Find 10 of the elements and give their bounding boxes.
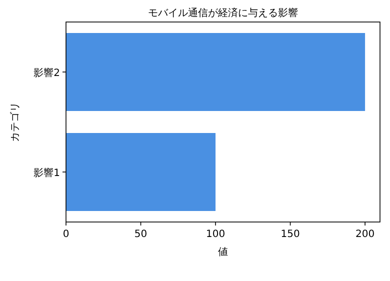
chart-title: モバイル通信が経済に与える影響 [148,7,298,19]
x-tick-label: 0 [62,229,70,240]
x-tick-label: 150 [280,229,300,240]
x-tick-label: 100 [206,229,226,240]
y-tick-label: 影響1 [34,167,60,179]
x-axis-title: 値 [218,246,228,258]
y-axis-title: カテゴリ [9,102,21,142]
x-tick-label: 50 [134,229,148,240]
y-tick-label: 影響2 [34,67,60,79]
x-tick-label: 200 [356,229,375,240]
